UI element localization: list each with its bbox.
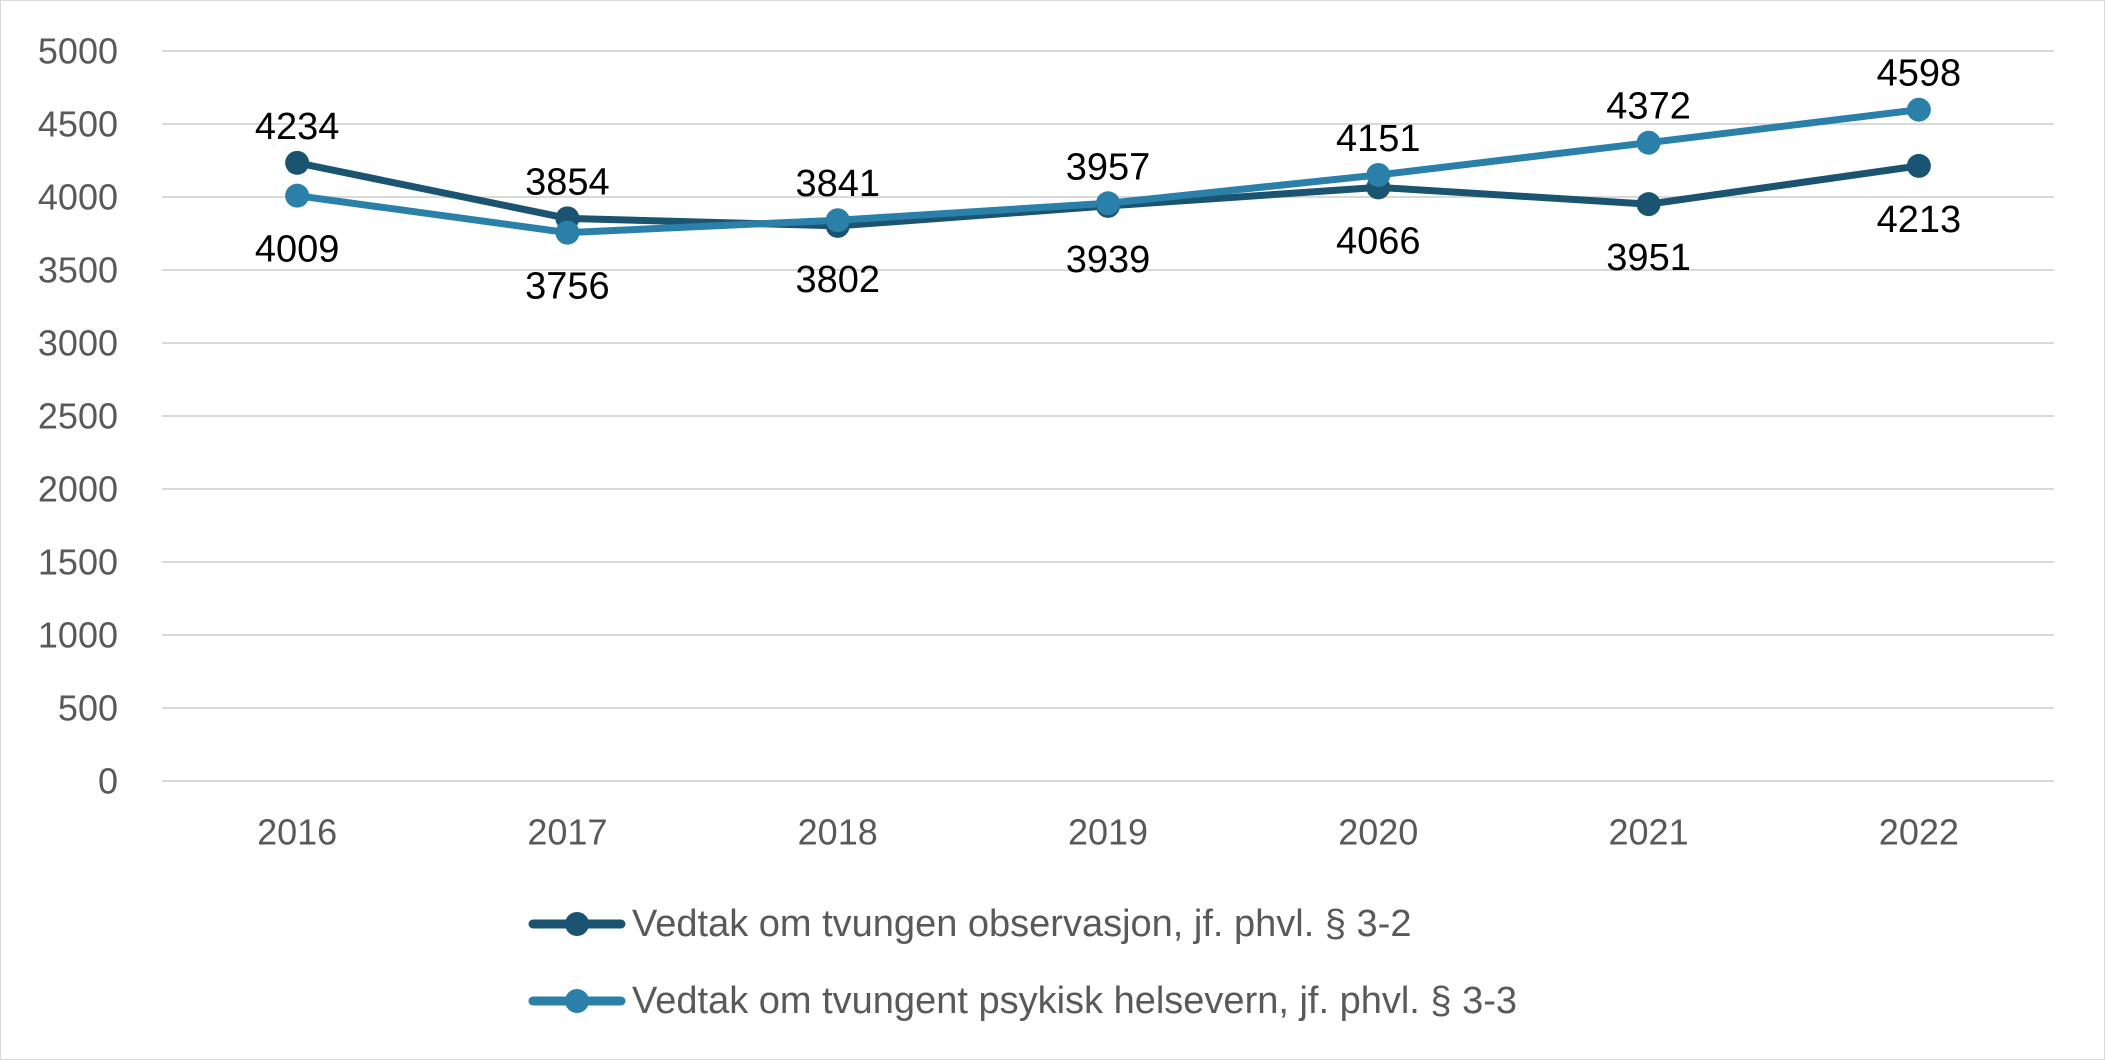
data-point xyxy=(1636,130,1661,155)
y-tick-label: 1500 xyxy=(38,542,118,583)
y-tick-label: 4500 xyxy=(38,104,118,145)
x-tick-label: 2022 xyxy=(1879,812,1959,853)
data-point xyxy=(825,208,850,233)
data-label: 4066 xyxy=(1336,220,1421,262)
y-tick-label: 500 xyxy=(58,688,118,729)
data-label: 3939 xyxy=(1066,239,1151,281)
data-label: 3957 xyxy=(1066,146,1151,188)
x-tick-label: 2020 xyxy=(1338,812,1418,853)
y-tick-label: 5000 xyxy=(38,31,118,72)
y-tick-label: 2500 xyxy=(38,396,118,437)
series-lines xyxy=(285,97,1931,245)
y-tick-label: 1000 xyxy=(38,615,118,656)
data-label: 3802 xyxy=(795,259,880,301)
data-label: 4213 xyxy=(1877,199,1962,241)
y-tick-label: 3000 xyxy=(38,323,118,364)
legend-marker-1 xyxy=(565,912,589,936)
x-tick-label: 2019 xyxy=(1068,812,1148,853)
y-tick-label: 3500 xyxy=(38,250,118,291)
data-labels: 4234 3854 3802 3939 4066 3951 4213 4009 3756 3841… xyxy=(255,53,1961,308)
data-point xyxy=(285,150,310,175)
legend-marker-2 xyxy=(565,989,589,1013)
y-axis-ticks: 0 500 1000 1500 2000 2500 3000 3500 4000 4500 5000 xyxy=(38,31,118,802)
y-tick-label: 0 xyxy=(98,761,118,802)
legend: Vedtak om tvungen observasjon, jf. phvl.… xyxy=(528,903,1517,1022)
data-point xyxy=(555,220,580,245)
data-point xyxy=(1096,191,1120,216)
legend-label-2: Vedtak om tvungent psykisk helsevern, jf… xyxy=(632,980,1517,1022)
data-label: 4234 xyxy=(255,106,340,148)
data-label: 4009 xyxy=(255,229,340,271)
x-tick-label: 2016 xyxy=(257,812,337,853)
data-label: 4151 xyxy=(1336,118,1421,160)
data-label: 3854 xyxy=(525,161,610,203)
data-point xyxy=(285,183,310,208)
y-tick-label: 2000 xyxy=(38,469,118,510)
x-tick-label: 2017 xyxy=(527,812,607,853)
data-point xyxy=(1906,153,1931,178)
y-tick-label: 4000 xyxy=(38,177,118,218)
data-point xyxy=(1636,192,1661,217)
data-label: 3756 xyxy=(525,266,610,308)
x-tick-label: 2018 xyxy=(798,812,878,853)
data-point xyxy=(1906,97,1931,122)
data-point xyxy=(1366,162,1391,187)
data-label: 3951 xyxy=(1606,237,1691,279)
x-axis-ticks: 2016 2017 2018 2019 2020 2021 2022 xyxy=(257,812,1959,853)
legend-label-1: Vedtak om tvungen observasjon, jf. phvl.… xyxy=(632,903,1411,945)
data-label: 3841 xyxy=(795,163,880,205)
data-label: 4598 xyxy=(1877,53,1962,95)
data-label: 4372 xyxy=(1606,86,1691,128)
x-tick-label: 2021 xyxy=(1609,812,1689,853)
